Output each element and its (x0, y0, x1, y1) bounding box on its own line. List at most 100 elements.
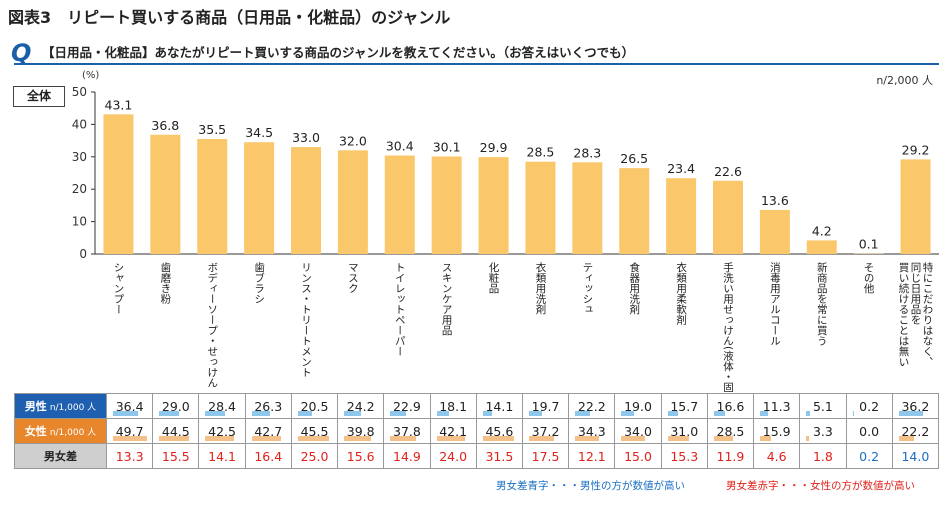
cell-value: 42.5 (208, 423, 236, 439)
table-cell: 15.9 (753, 418, 801, 444)
cell-value: 11.3 (762, 398, 791, 414)
bar-value-label: 26.5 (620, 151, 648, 166)
bar (666, 178, 697, 254)
mini-bar (898, 436, 914, 441)
y-tick-label: 0 (79, 247, 87, 261)
mini-bar (251, 436, 281, 441)
bar (806, 240, 837, 254)
row-header-label: 男女差 (44, 450, 77, 463)
table-cell: 0.2 (845, 393, 893, 419)
cell-value: 19.7 (531, 398, 560, 414)
cell-value: 28.5 (716, 423, 745, 439)
table-cell: 20.5 (290, 393, 339, 419)
mini-bar (297, 411, 312, 416)
x-category-label: 歯磨き粉 (159, 261, 171, 305)
mini-bar (713, 411, 726, 416)
y-tick-label: 50 (72, 85, 87, 99)
row-header-n: n/1,000 人 (49, 403, 97, 413)
cell-value: 45.6 (485, 423, 514, 439)
mini-bar (436, 411, 449, 416)
x-category-label: 衣類用洗剤 (534, 261, 546, 315)
cell-value: 44.5 (161, 423, 190, 439)
table-cell: 17.5 (521, 443, 570, 469)
cell-value: 42.7 (254, 423, 283, 439)
table-cell: 13.3 (105, 443, 154, 469)
cell-value: 24.0 (439, 448, 468, 464)
mini-bar (482, 436, 514, 441)
mini-bar (528, 411, 543, 416)
cell-value: 31.5 (485, 448, 514, 464)
cell-value: 15.0 (624, 448, 652, 464)
mini-bar (575, 436, 599, 441)
cell-value: 3.3 (812, 423, 833, 439)
table-cell: 15.5 (152, 443, 200, 469)
table-cell: 18.1 (429, 393, 477, 419)
mini-bar (205, 436, 235, 441)
x-category-label: 歯ブラシ (253, 261, 265, 304)
table-cell: 14.0 (891, 443, 940, 469)
table-cell: 3.3 (799, 418, 847, 444)
x-category-label: マスク (347, 262, 359, 294)
table-cell: 49.7 (105, 418, 154, 444)
table-cell: 45.5 (290, 418, 339, 444)
cell-value: 16.4 (254, 448, 283, 464)
cell-value: 15.6 (346, 448, 375, 464)
cell-value: 16.6 (716, 398, 745, 414)
table-row-male: 男性 n/1,000 人 36.4 29.0 28.4 26.3 20.5 24.2 22.9 1… (14, 393, 940, 419)
table-cell: 25.0 (290, 443, 339, 469)
cell-value: 1.8 (812, 448, 833, 464)
table-cell: 11.9 (706, 443, 755, 469)
bar (759, 209, 790, 254)
mini-bar (113, 436, 147, 441)
bar-value-label: 30.1 (433, 139, 461, 154)
mini-bar (575, 411, 591, 416)
cell-value: 15.5 (161, 448, 190, 464)
table-cell: 15.0 (614, 443, 662, 469)
cell-value: 34.0 (624, 423, 652, 439)
table-cell: 0.0 (845, 418, 893, 444)
table-cell: 24.0 (429, 443, 477, 469)
cell-value: 45.5 (300, 423, 329, 439)
table-row-diff: 男女差 13.3 15.5 14.1 16.4 25.0 15.6 14.9 24.0 31.5 1… (14, 443, 940, 469)
mini-bar (898, 411, 924, 416)
cell-value: 36.2 (901, 398, 930, 414)
footnote-red: 男女差赤字・・・女性の方が数値が高い (726, 480, 915, 492)
cell-value: 22.2 (577, 398, 606, 414)
bar (713, 180, 743, 254)
cell-value: 12.1 (577, 448, 606, 464)
x-category-label: 同じ日用品を (910, 262, 922, 325)
mini-bar (390, 411, 406, 416)
bar-value-label: 0.1 (859, 237, 879, 252)
x-category-label: ティッシュ (581, 262, 593, 315)
question-text: 【日用品・化粧品】あなたがリピート買いする商品のジャンルを教えてください。（お答… (42, 45, 635, 60)
bar-value-label: 32.0 (339, 133, 367, 148)
row-header-label: 女性 (24, 425, 47, 438)
mini-bar (159, 411, 179, 416)
table-cell: 14.9 (383, 443, 431, 469)
figure-number: 図表3 (8, 8, 52, 27)
figure-title: 図表3 リピート買いする商品（日用品・化粧品）のジャンル (8, 4, 450, 28)
mini-bar (806, 436, 809, 441)
cell-value: 22.2 (901, 423, 930, 439)
table-cell: 37.2 (521, 418, 570, 444)
table-cell: 14.1 (198, 443, 246, 469)
mini-bar (251, 411, 270, 416)
cell-value: 0.2 (859, 448, 880, 464)
table-cell: 22.2 (568, 393, 616, 419)
row-header-female: 女性 n/1,000 人 (14, 418, 107, 444)
table-cell: 39.8 (337, 418, 385, 444)
bar (900, 159, 931, 254)
bar (103, 114, 134, 254)
bar (525, 161, 556, 254)
cell-value: 37.8 (393, 423, 421, 439)
table-cell: 15.3 (660, 443, 708, 469)
bar-value-label: 22.6 (714, 164, 742, 179)
x-category-label: 手洗い用せっけん(液体・固体) (722, 261, 734, 392)
table-cell: 34.3 (568, 418, 616, 444)
table-cell: 16.4 (244, 443, 292, 469)
table-cell: 36.4 (105, 393, 154, 419)
bar-value-label: 29.9 (480, 140, 508, 155)
table-cell: 14.1 (475, 393, 523, 419)
mini-bar (482, 411, 493, 416)
figure-title-text: リピート買いする商品（日用品・化粧品）のジャンル (67, 8, 451, 27)
